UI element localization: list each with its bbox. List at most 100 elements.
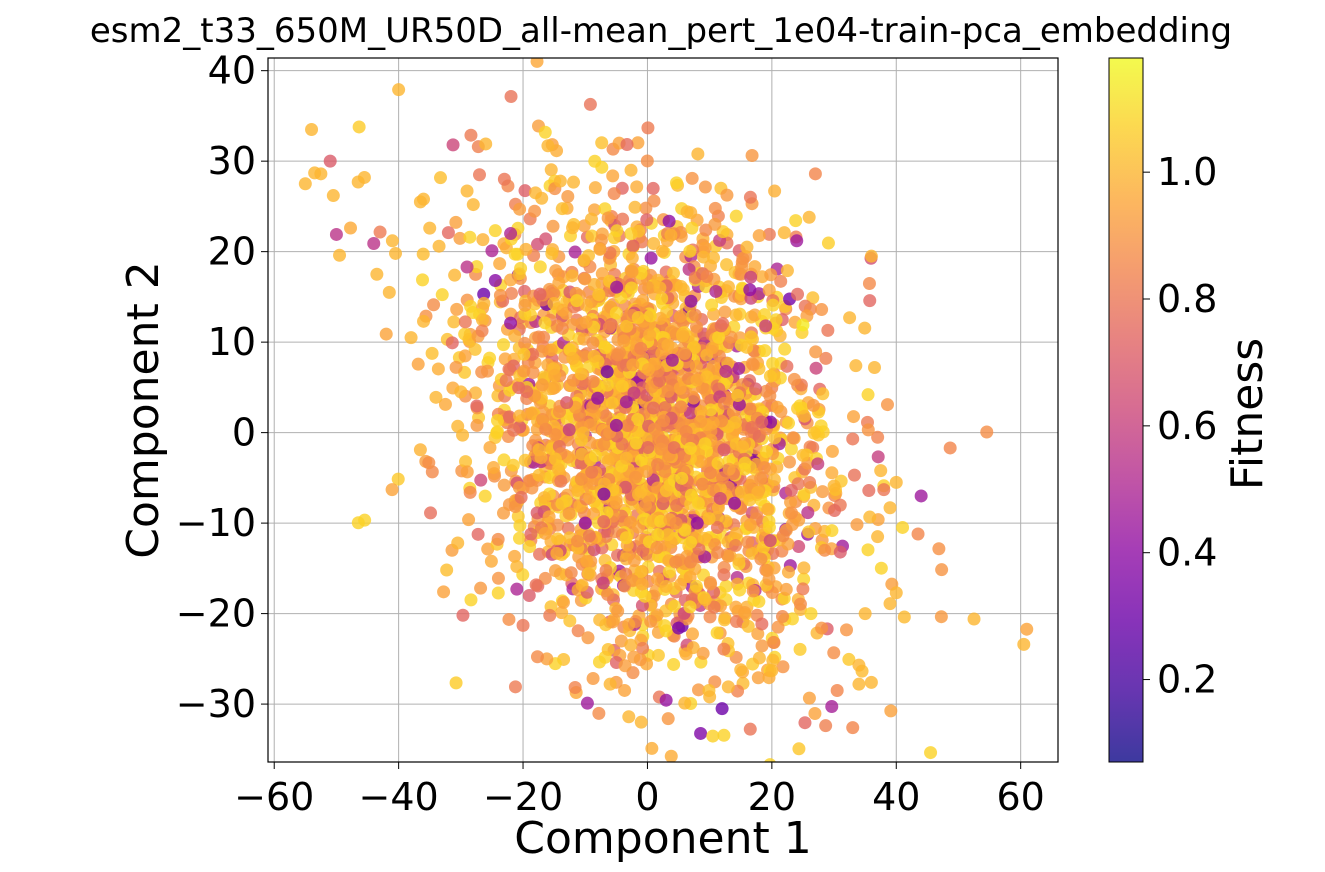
scatter-point [738, 606, 752, 620]
scatter-point [683, 441, 697, 455]
scatter-point [752, 651, 766, 665]
scatter-point [689, 359, 703, 373]
scatter-point [539, 232, 553, 246]
scatter-point [305, 122, 319, 136]
scatter-point [631, 136, 645, 150]
scatter-point [914, 489, 928, 503]
scatter-point [518, 453, 532, 467]
scatter-point [570, 534, 584, 548]
scatter-point [581, 631, 595, 645]
scatter-point [477, 296, 491, 310]
y-tick-label: −30 [176, 682, 256, 726]
scatter-point [639, 498, 653, 512]
scatter-point [679, 647, 693, 661]
scatter-point [634, 341, 648, 355]
scatter-point [600, 378, 614, 392]
scatter-point [807, 426, 821, 440]
scatter-point [513, 202, 527, 216]
scatter-point [563, 614, 577, 628]
scatter-point [517, 347, 531, 361]
scatter-point [651, 572, 665, 586]
scatter-point [743, 283, 757, 297]
scatter-point [655, 244, 669, 258]
scatter-point [718, 305, 732, 319]
scatter-point [720, 258, 734, 272]
scatter-point [847, 410, 861, 424]
scatter-point [737, 462, 751, 476]
scatter-point [475, 313, 489, 327]
scatter-point [871, 530, 885, 544]
scatter-point [575, 578, 589, 592]
scatter-point [767, 635, 781, 649]
scatter-point [827, 479, 841, 493]
scatter-point [743, 722, 757, 736]
scatter-point [598, 341, 612, 355]
scatter-point [662, 565, 676, 579]
scatter-point [543, 608, 557, 622]
scatter-point [624, 281, 638, 295]
scatter-point [669, 555, 683, 569]
scatter-point [592, 288, 606, 302]
scatter-point [512, 531, 526, 545]
scatter-point [748, 308, 762, 322]
scatter-point [847, 468, 861, 482]
scatter-point [634, 453, 648, 467]
scatter-point [542, 510, 556, 524]
scatter-point [640, 213, 654, 227]
scatter-point [806, 291, 820, 305]
scatter-point [808, 167, 822, 181]
scatter-point [667, 441, 681, 455]
scatter-point [504, 286, 518, 300]
x-tick-label: 60 [996, 775, 1044, 819]
scatter-point [763, 369, 777, 383]
scatter-point [344, 221, 358, 235]
scatter-point [732, 553, 746, 567]
scatter-point [595, 136, 609, 150]
scatter-point [424, 506, 438, 520]
scatter-point [643, 328, 657, 342]
scatter-point [764, 758, 776, 762]
scatter-point [583, 97, 597, 111]
scatter-point [884, 704, 898, 718]
scatter-point [793, 597, 807, 611]
scatter-point [597, 515, 611, 529]
scatter-point [754, 552, 768, 566]
scatter-point [819, 351, 833, 365]
scatter-point [661, 528, 675, 542]
scatter-point [523, 540, 537, 554]
scatter-point [791, 287, 805, 301]
scatter-point [417, 314, 431, 328]
scatter-point [382, 285, 396, 299]
scatter-point [802, 691, 816, 705]
scatter-point [757, 308, 771, 322]
scatter-point [806, 398, 820, 412]
y-axis-ticks: −30 −20 −10 0 10 20 30 40 [176, 49, 268, 726]
scatter-point [647, 422, 661, 436]
scatter-point [717, 728, 731, 742]
scatter-point [491, 532, 505, 546]
scatter-point [520, 385, 534, 399]
scatter-point [625, 265, 639, 279]
scatter-point [784, 442, 798, 456]
scatter-point [578, 516, 592, 530]
scatter-point [534, 451, 548, 465]
scatter-point [591, 391, 605, 405]
scatter-point [707, 600, 721, 614]
scatter-point [874, 561, 888, 575]
scatter-point [776, 660, 790, 674]
scatter-point [696, 646, 710, 660]
scatter-point [1017, 637, 1031, 651]
scatter-point [632, 224, 646, 238]
scatter-point [446, 138, 460, 152]
scatter-point [490, 426, 504, 440]
x-tick-label: 40 [872, 775, 920, 819]
scatter-point [746, 358, 760, 372]
scatter-point [850, 518, 864, 532]
scatter-point [779, 582, 793, 596]
scatter-point [943, 441, 957, 455]
scatter-point [555, 321, 569, 335]
scatter-point [417, 192, 431, 206]
scatter-point [787, 372, 801, 386]
scatter-point [703, 690, 717, 704]
scatter-point [830, 684, 844, 698]
